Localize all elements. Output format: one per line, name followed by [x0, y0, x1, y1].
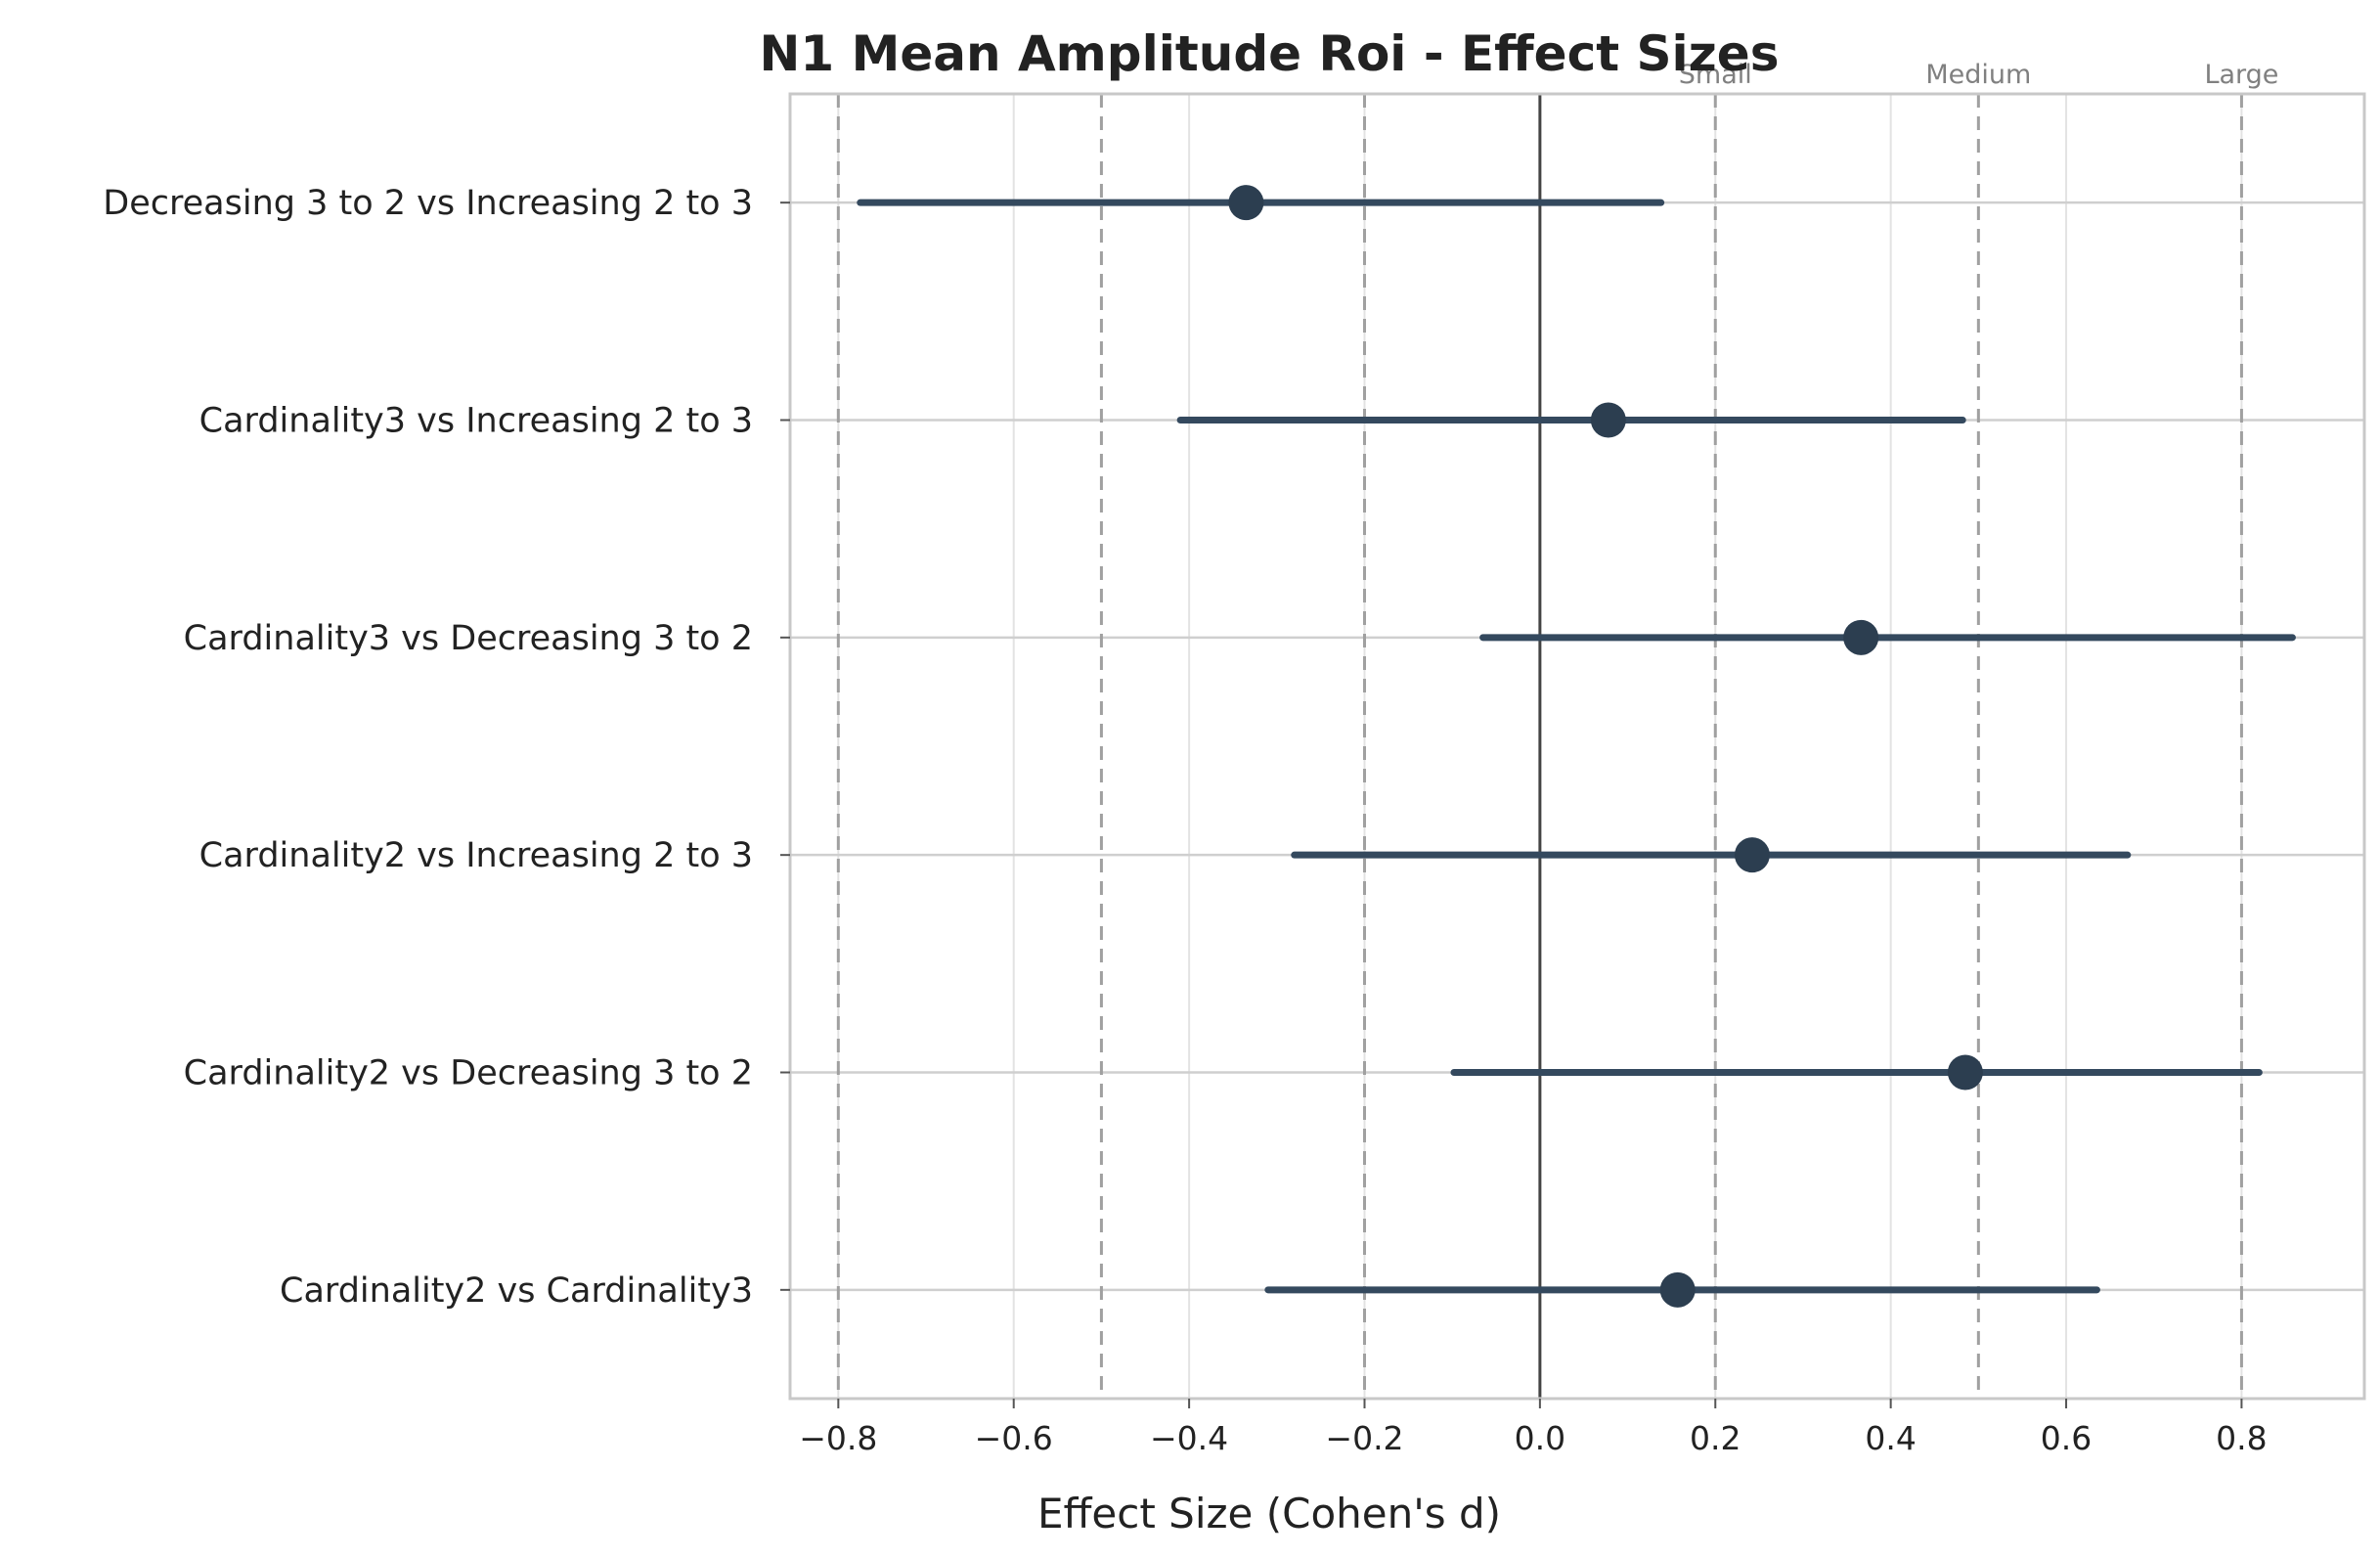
y-tick-label: Cardinality2 vs Increasing 2 to 3: [199, 836, 753, 875]
effect-size-point: [1843, 619, 1879, 655]
series-layer: [857, 185, 2296, 1308]
threshold-label: Large: [2204, 60, 2278, 90]
plot-frame: [788, 92, 2366, 1401]
threshold-layer: Small Medium Large: [836, 60, 2278, 1399]
x-tick-label: 0.0: [1515, 1419, 1565, 1457]
threshold-label: Small: [1679, 60, 1752, 90]
x-tick-label: 0.4: [1865, 1419, 1916, 1457]
x-tick-label: 0.6: [2041, 1419, 2092, 1457]
x-tick-label: 0.2: [1690, 1419, 1741, 1457]
effect-size-point: [1947, 1054, 1983, 1091]
y-tick-label: Cardinality3 vs Increasing 2 to 3: [199, 402, 753, 441]
chart-title: N1 Mean Amplitude Roi - Effect Sizes: [760, 25, 1780, 82]
effect-size-point: [1734, 837, 1770, 873]
effect-size-point: [1659, 1271, 1696, 1308]
x-tick-label: −0.8: [799, 1419, 877, 1457]
axis-layer: −0.8 −0.6 −0.4 −0.2 0.0 0.2 0.4 0.6 0.8 Decreasin…: [103, 92, 2366, 1457]
x-axis-label: Effect Size (Cohen's d): [1037, 1490, 1501, 1537]
effect-size-point: [1590, 402, 1626, 438]
grid-layer: [790, 94, 2364, 1399]
y-tick-label: Cardinality2 vs Decreasing 3 to 2: [184, 1054, 753, 1093]
x-tick-label: −0.6: [975, 1419, 1053, 1457]
y-tick-label: Decreasing 3 to 2 vs Increasing 2 to 3: [103, 184, 753, 223]
x-tick-label: −0.4: [1150, 1419, 1228, 1457]
x-tick-label: −0.2: [1325, 1419, 1403, 1457]
effect-size-point: [1228, 185, 1264, 221]
y-tick-label: Cardinality3 vs Decreasing 3 to 2: [184, 619, 753, 658]
y-tick-label: Cardinality2 vs Cardinality3: [280, 1271, 753, 1311]
threshold-label: Medium: [1925, 60, 2031, 90]
x-tick-label: 0.8: [2216, 1419, 2267, 1457]
